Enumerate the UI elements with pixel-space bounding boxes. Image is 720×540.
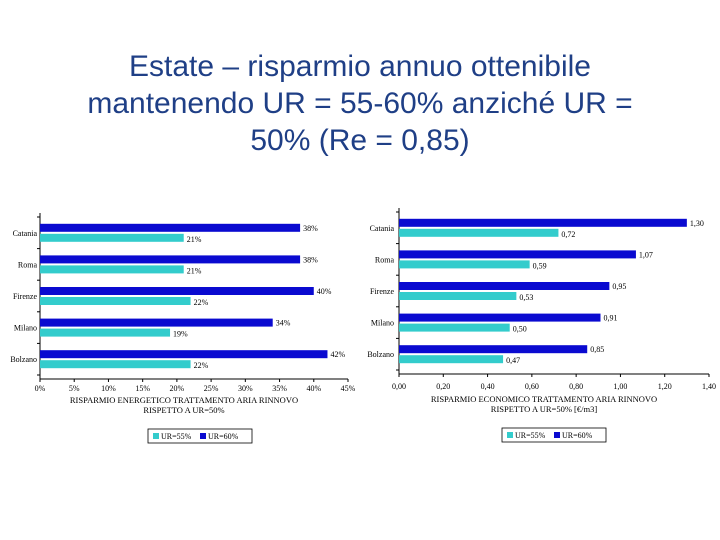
data-label: 19% xyxy=(173,330,188,339)
category-label: Catania xyxy=(370,224,395,233)
title-line-3: 50% (Re = 0,85) xyxy=(250,124,470,157)
x-tick-label: 20% xyxy=(170,384,185,393)
x-tick-label: 30% xyxy=(238,384,253,393)
x-tick-label: 1,00 xyxy=(613,382,627,391)
x-tick-label: 0,80 xyxy=(569,382,583,391)
x-tick-label: 10% xyxy=(101,384,116,393)
data-label: 1,30 xyxy=(690,219,704,228)
legend-swatch xyxy=(200,433,206,439)
bar-UR=55%-Milano xyxy=(40,328,171,337)
x-tick-label: 5% xyxy=(69,384,80,393)
bar-UR=55%-Bolzano xyxy=(399,355,504,364)
data-label: 0,53 xyxy=(519,293,533,302)
category-label: Bolzano xyxy=(10,355,37,364)
data-label: 34% xyxy=(276,319,291,328)
title-line-2: mantenendo UR = 55-60% anziché UR = xyxy=(87,87,633,120)
category-label: Firenze xyxy=(13,292,37,301)
category-label: Roma xyxy=(18,260,38,269)
title-line-1: Estate – risparmio annuo ottenibile xyxy=(129,50,591,83)
data-label: 40% xyxy=(317,287,332,296)
bar-UR=55%-Bolzano xyxy=(40,360,191,369)
x-tick-label: 40% xyxy=(306,384,321,393)
data-label: 21% xyxy=(187,235,202,244)
data-label: 0,72 xyxy=(561,230,575,239)
bar-UR=55%-Firenze xyxy=(399,292,517,300)
x-tick-label: 0,00 xyxy=(392,382,406,391)
bar-UR=60%-Catania xyxy=(399,218,687,227)
bar-UR=60%-Bolzano xyxy=(399,345,588,354)
bar-UR=60%-Firenze xyxy=(399,282,610,290)
data-label: 0,85 xyxy=(590,345,604,354)
legend-swatch xyxy=(507,432,513,438)
x-tick-label: 25% xyxy=(204,384,219,393)
slide-title: Estate – risparmio annuo ottenibile mant… xyxy=(0,48,720,159)
bar-UR=55%-Roma xyxy=(40,265,184,274)
bar-UR=55%-Firenze xyxy=(40,297,191,305)
x-tick-label: 1,40 xyxy=(702,382,716,391)
x-tick-label: 15% xyxy=(135,384,150,393)
data-label: 0,47 xyxy=(506,356,520,365)
data-label: 38% xyxy=(303,224,318,233)
category-label: Firenze xyxy=(370,287,394,296)
bar-UR=60%-Catania xyxy=(40,223,301,232)
bar-UR=55%-Catania xyxy=(40,233,184,242)
x-tick-label: 0% xyxy=(35,384,46,393)
category-label: Milano xyxy=(14,324,37,333)
legend-label: UR=60% xyxy=(208,432,239,441)
legend-swatch xyxy=(153,433,159,439)
x-tick-label: 1,20 xyxy=(658,382,672,391)
data-label: 42% xyxy=(330,350,345,359)
x-axis-title: RISPETTO A UR=50% xyxy=(143,405,224,415)
x-tick-label: 0,40 xyxy=(481,382,495,391)
category-label: Catania xyxy=(13,229,38,238)
bar-UR=60%-Roma xyxy=(399,250,636,259)
legend-swatch xyxy=(554,432,560,438)
x-axis-title: RISPETTO A UR=50% [€/m3] xyxy=(491,404,598,414)
bar-UR=60%-Bolzano xyxy=(40,350,328,359)
data-label: 0,50 xyxy=(513,325,527,334)
bar-UR=60%-Firenze xyxy=(40,287,314,295)
data-label: 21% xyxy=(187,266,202,275)
bar-UR=55%-Milano xyxy=(399,323,510,332)
x-axis-title: RISPARMIO ENERGETICO TRATTAMENTO ARIA RI… xyxy=(70,395,298,405)
legend-label: UR=55% xyxy=(161,432,192,441)
data-label: 0,91 xyxy=(604,314,618,323)
data-label: 1,07 xyxy=(639,250,653,259)
data-label: 0,95 xyxy=(612,282,626,291)
x-tick-label: 45% xyxy=(341,384,356,393)
data-label: 22% xyxy=(194,298,209,307)
bar-UR=55%-Catania xyxy=(399,228,559,237)
bar-UR=55%-Roma xyxy=(399,260,530,269)
legend-label: UR=60% xyxy=(562,431,593,440)
legend-label: UR=55% xyxy=(515,431,546,440)
category-label: Bolzano xyxy=(367,350,394,359)
x-tick-label: 0,20 xyxy=(436,382,450,391)
x-axis-title: RISPARMIO ECONOMICO TRATTAMENTO ARIA RIN… xyxy=(431,394,657,404)
bar-UR=60%-Milano xyxy=(399,313,601,322)
x-tick-label: 35% xyxy=(272,384,287,393)
data-label: 0,59 xyxy=(533,261,547,270)
category-label: Milano xyxy=(371,319,394,328)
bar-UR=60%-Roma xyxy=(40,255,301,264)
data-label: 38% xyxy=(303,255,318,264)
bar-UR=60%-Milano xyxy=(40,318,273,327)
category-label: Roma xyxy=(375,255,395,264)
data-label: 22% xyxy=(194,361,209,370)
x-tick-label: 0,60 xyxy=(525,382,539,391)
